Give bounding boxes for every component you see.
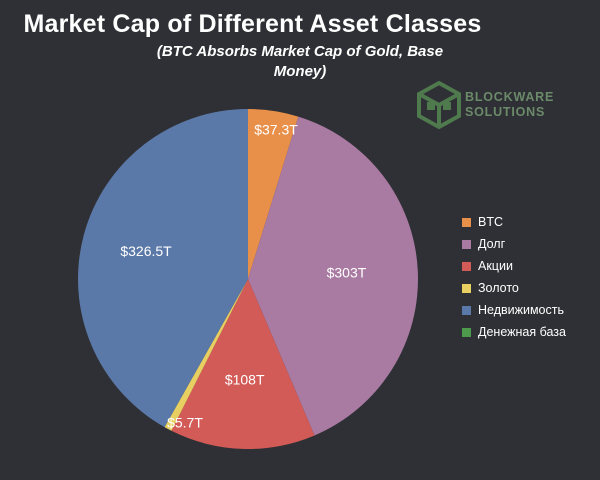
legend-item: Долг xyxy=(462,235,566,253)
legend-label: Золото xyxy=(478,281,519,295)
slice-label-4: $326.5T xyxy=(120,243,172,259)
legend: BTC Долг Акции Золото Недвижимость Денежная б… xyxy=(462,213,566,345)
slice-label-2: $108T xyxy=(225,372,265,388)
logo-line-1: BLOCKWARE xyxy=(465,90,555,104)
pie-slice-2 xyxy=(171,279,315,450)
chart-title: Market Cap of Different Asset Classes xyxy=(23,10,482,38)
pie-slice-3 xyxy=(164,279,248,431)
legend-item: BTC xyxy=(462,213,566,231)
legend-item: Денежная база xyxy=(462,323,566,341)
legend-label: Долг xyxy=(478,237,506,251)
legend-item: Недвижимость xyxy=(462,301,566,319)
slice-label-3: $5.7T xyxy=(167,415,203,431)
legend-swatch xyxy=(462,239,471,249)
logo-line-2: SOLUTIONS xyxy=(465,105,546,119)
legend-label: Недвижимость xyxy=(478,303,564,317)
legend-swatch xyxy=(462,305,471,315)
slice-label-1: $303T xyxy=(327,265,367,281)
slice-label-0: $37.3T xyxy=(254,122,298,138)
pie-slice-4 xyxy=(77,109,248,428)
legend-label: BTC xyxy=(478,215,503,229)
legend-item: Акции xyxy=(462,257,566,275)
legend-swatch xyxy=(462,283,471,293)
cube-logo-icon xyxy=(417,80,461,130)
chart-subtitle: (BTC Absorbs Market Cap of Gold, Base Mo… xyxy=(156,43,444,80)
legend-swatch xyxy=(462,327,471,337)
legend-swatch xyxy=(462,261,471,271)
blockware-logo: BLOCKWARE SOLUTIONS xyxy=(415,80,565,130)
pie-slice-1 xyxy=(248,116,418,436)
legend-swatch xyxy=(462,217,471,227)
legend-item: Золото xyxy=(462,279,566,297)
legend-label: Акции xyxy=(478,259,513,273)
pie-slice-0 xyxy=(248,109,299,279)
legend-label: Денежная база xyxy=(478,325,566,339)
